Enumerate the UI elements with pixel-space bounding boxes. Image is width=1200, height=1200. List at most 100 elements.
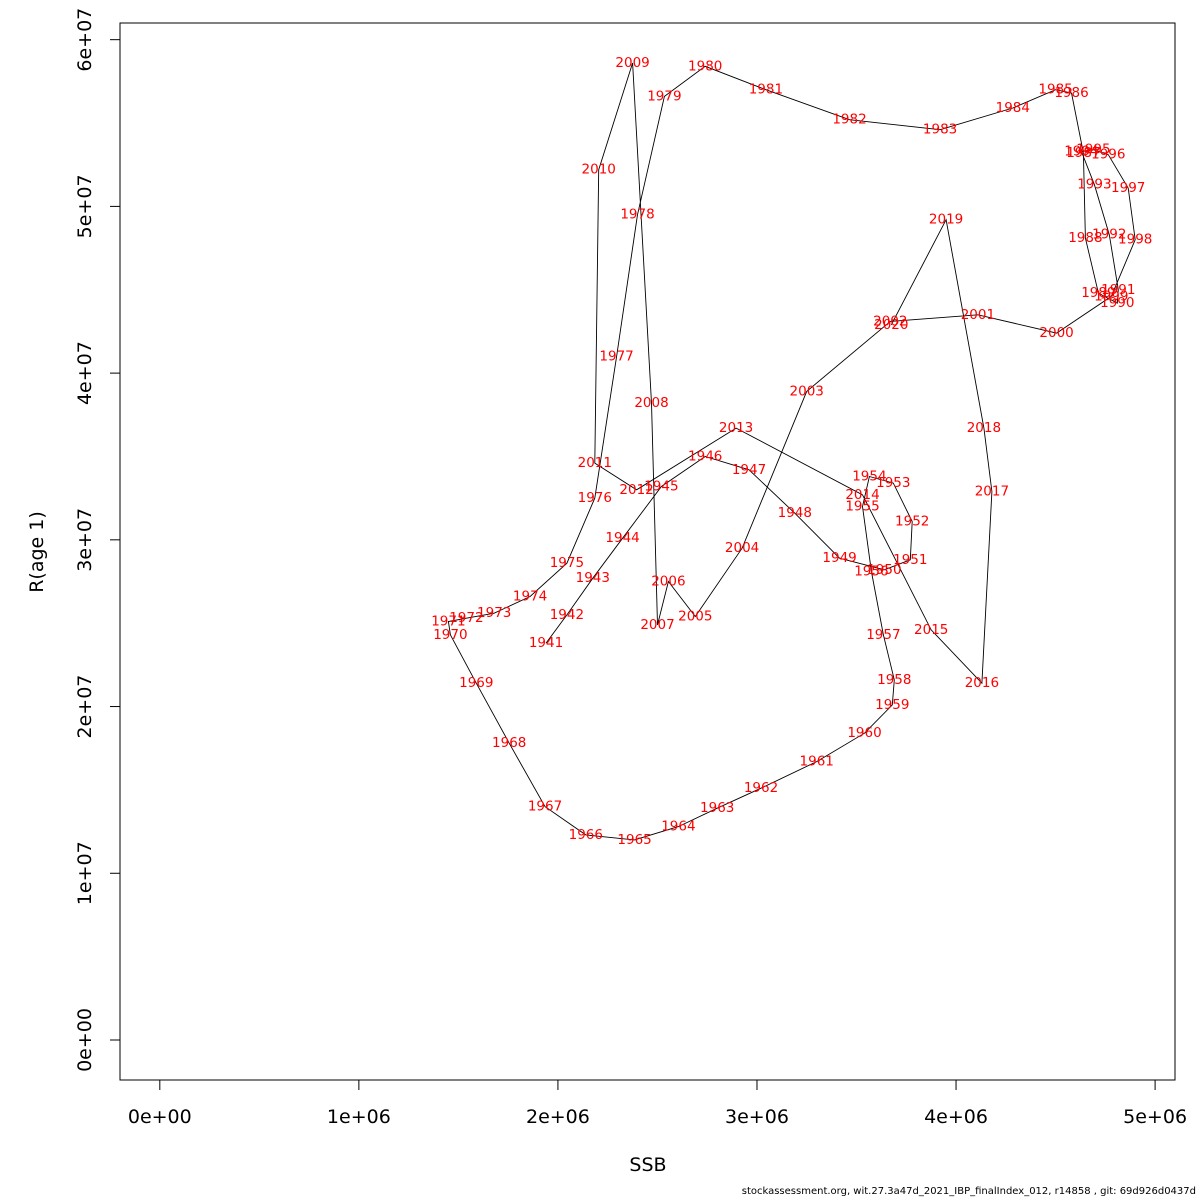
year-label-2018: 2018 xyxy=(967,420,1001,436)
year-label-2020: 2020 xyxy=(874,317,908,333)
year-label-1997: 1997 xyxy=(1111,180,1145,196)
y-axis-title: R(age 1) xyxy=(26,511,48,593)
year-label-1993: 1993 xyxy=(1077,177,1111,193)
y-tick-label: 6e+07 xyxy=(74,8,96,72)
year-label-1994: 1994 xyxy=(1064,143,1098,159)
year-label-1988: 1988 xyxy=(1068,230,1102,246)
year-label-1999: 1999 xyxy=(1094,288,1128,304)
year-label-2004: 2004 xyxy=(725,540,759,556)
trajectory-line xyxy=(447,62,1136,841)
year-label-1949: 1949 xyxy=(822,550,856,566)
y-tick-label: 4e+07 xyxy=(74,341,96,405)
year-label-1950: 1950 xyxy=(867,562,901,578)
year-label-1986: 1986 xyxy=(1054,85,1088,101)
year-label-1952: 1952 xyxy=(895,514,929,530)
year-label-2000: 2000 xyxy=(1039,325,1073,341)
year-label-1983: 1983 xyxy=(923,122,957,138)
x-tick-label: 0e+00 xyxy=(128,1106,192,1128)
year-label-1945: 1945 xyxy=(644,479,678,495)
year-label-1954: 1954 xyxy=(852,469,886,485)
year-label-1960: 1960 xyxy=(847,725,881,741)
year-label-1947: 1947 xyxy=(732,462,766,478)
year-label-1978: 1978 xyxy=(620,207,654,223)
year-label-2015: 2015 xyxy=(914,622,948,638)
year-label-1953: 1953 xyxy=(876,475,910,491)
year-label-1948: 1948 xyxy=(778,505,812,521)
year-label-2003: 2003 xyxy=(790,383,824,399)
year-label-2005: 2005 xyxy=(678,609,712,625)
year-label-1955: 1955 xyxy=(845,499,879,515)
year-label-1962: 1962 xyxy=(744,780,778,796)
year-label-1975: 1975 xyxy=(550,555,584,571)
year-label-1957: 1957 xyxy=(866,627,900,643)
y-tick-label: 0e+00 xyxy=(74,1008,96,1072)
year-label-1971: 1971 xyxy=(431,614,465,630)
year-label-1967: 1967 xyxy=(528,799,562,815)
year-label-1965: 1965 xyxy=(617,832,651,848)
footer-credit: stockassessment.org, wit.27.3a47d_2021_I… xyxy=(741,1186,1196,1197)
year-label-1990: 1990 xyxy=(1100,295,1134,311)
year-label-2008: 2008 xyxy=(634,395,668,411)
year-label-1991: 1991 xyxy=(1101,282,1135,298)
x-axis: 0e+00 1e+06 2e+06 3e+06 4e+06 5e+06 xyxy=(128,1079,1187,1128)
year-label-2001: 2001 xyxy=(961,307,995,323)
year-label-1961: 1961 xyxy=(800,754,834,770)
year-label-1963: 1963 xyxy=(700,800,734,816)
year-label-2009: 2009 xyxy=(615,55,649,71)
y-tick-label: 5e+07 xyxy=(74,174,96,238)
year-label-2013: 2013 xyxy=(719,420,753,436)
year-label-1985: 1985 xyxy=(1038,82,1072,98)
y-axis: 0e+00 1e+07 2e+07 3e+07 4e+07 5e+07 6e+07 xyxy=(74,8,121,1072)
year-label-1984: 1984 xyxy=(996,100,1030,116)
year-label-1964: 1964 xyxy=(661,819,695,835)
year-label-1995: 1995 xyxy=(1076,142,1110,158)
year-label-2002: 2002 xyxy=(873,313,907,329)
x-tick-label: 1e+06 xyxy=(327,1106,391,1128)
year-label-1972: 1972 xyxy=(449,610,483,626)
year-label-1956: 1956 xyxy=(854,564,888,580)
year-label-1996: 1996 xyxy=(1091,147,1125,163)
year-label-1959: 1959 xyxy=(875,697,909,713)
year-label-1946: 1946 xyxy=(688,449,722,465)
year-label-2019: 2019 xyxy=(929,212,963,228)
year-label-2012: 2012 xyxy=(619,482,653,498)
year-label-2007: 2007 xyxy=(640,617,674,633)
year-label-1951: 1951 xyxy=(893,552,927,568)
year-label-1968: 1968 xyxy=(492,735,526,751)
year-label-1958: 1958 xyxy=(877,672,911,688)
year-label-1998: 1998 xyxy=(1118,232,1152,248)
year-label-1944: 1944 xyxy=(605,530,639,546)
y-tick-label: 2e+07 xyxy=(74,675,96,739)
year-labels: 1941 1942 1943 1944 1945 1946 1947 1948 1949 1950… xyxy=(431,55,1152,848)
year-label-1982: 1982 xyxy=(832,112,866,128)
plot-frame xyxy=(119,22,1176,1081)
year-label-2014: 2014 xyxy=(845,487,879,503)
year-label-2017: 2017 xyxy=(975,484,1009,500)
x-tick-label: 4e+06 xyxy=(924,1106,988,1128)
year-label-1966: 1966 xyxy=(569,827,603,843)
year-label-2016: 2016 xyxy=(965,675,999,691)
year-label-1987: 1987 xyxy=(1066,145,1100,161)
year-label-1992: 1992 xyxy=(1092,227,1126,243)
year-label-1973: 1973 xyxy=(477,605,511,621)
y-tick-label: 1e+07 xyxy=(74,841,96,905)
year-label-1977: 1977 xyxy=(599,348,633,364)
year-label-2006: 2006 xyxy=(651,574,685,590)
y-tick-label: 3e+07 xyxy=(74,508,96,572)
year-label-2010: 2010 xyxy=(582,162,616,178)
year-label-1942: 1942 xyxy=(550,607,584,623)
x-tick-label: 5e+06 xyxy=(1123,1106,1187,1128)
year-label-1989: 1989 xyxy=(1081,285,1115,301)
x-tick-label: 3e+06 xyxy=(725,1106,789,1128)
year-label-1981: 1981 xyxy=(749,82,783,98)
year-label-1943: 1943 xyxy=(576,570,610,586)
year-label-1980: 1980 xyxy=(688,58,722,74)
year-label-1976: 1976 xyxy=(578,490,612,506)
year-label-1941: 1941 xyxy=(529,635,563,651)
x-axis-title: SSB xyxy=(629,1154,666,1176)
year-label-2011: 2011 xyxy=(578,455,612,471)
x-tick-label: 2e+06 xyxy=(526,1106,590,1128)
year-label-1974: 1974 xyxy=(513,589,547,605)
year-label-1979: 1979 xyxy=(647,88,681,104)
